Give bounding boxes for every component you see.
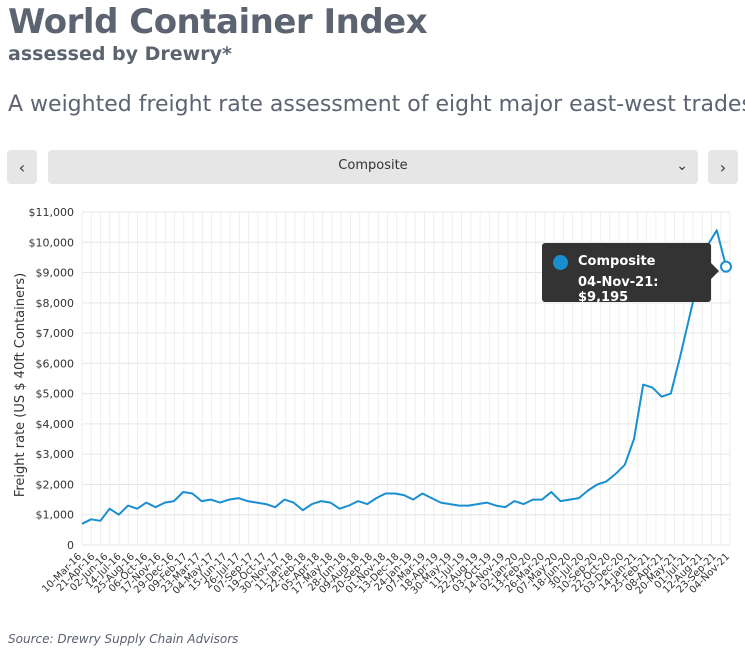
next-button[interactable]: › <box>708 150 738 184</box>
chevron-left-icon: ‹ <box>18 157 26 177</box>
index-selector-value: Composite <box>338 158 408 173</box>
y-tick-label: $5,000 <box>36 388 75 401</box>
y-tick-label: $9,000 <box>36 267 75 280</box>
y-axis-ticks: 0 $1,000 $2,000 $3,000 $4,000 $5,000 $6,000 $7,… <box>29 206 75 552</box>
y-tick-label: $3,000 <box>36 448 75 461</box>
tooltip-value: 04-Nov-21: $9,195 <box>578 275 659 305</box>
chevron-down-icon: ⌄ <box>676 158 688 174</box>
y-tick-label: $2,000 <box>36 478 75 491</box>
source-note: Source: Drewry Supply Chain Advisors <box>8 632 239 646</box>
line-chart: 0 $1,000 $2,000 $3,000 $4,000 $5,000 $6,000 $7,… <box>13 206 732 597</box>
y-tick-label: $7,000 <box>36 327 75 340</box>
highlight-point[interactable] <box>720 260 732 273</box>
y-tick-label: $1,000 <box>36 509 75 522</box>
tooltip-series-name: Composite <box>578 254 656 269</box>
y-tick-label: $11,000 <box>29 206 75 219</box>
previous-button[interactable]: ‹ <box>7 150 37 184</box>
y-tick-label: $4,000 <box>36 418 75 431</box>
chart-grid <box>81 211 731 546</box>
chart-description: A weighted freight rate assessment of ei… <box>8 92 745 117</box>
y-axis-label: Freight rate (US $ 40ft Containers) <box>13 273 28 497</box>
y-tick-label: 0 <box>67 539 74 552</box>
page-title: World Container Index <box>8 2 428 42</box>
index-selector[interactable]: Composite ⌄ <box>48 150 698 184</box>
y-tick-label: $10,000 <box>29 236 75 249</box>
chevron-right-icon: › <box>719 157 727 177</box>
series-dot-icon <box>553 255 568 270</box>
series-line-composite <box>81 229 727 525</box>
x-axis-ticks: 10-Mar-1621-Apr-1602-Jun-1614-Jul-1625-A… <box>40 551 732 596</box>
tooltip: Composite 04-Nov-21: $9,195 <box>542 243 719 305</box>
y-tick-label: $6,000 <box>36 357 75 370</box>
tooltip-arrow <box>711 263 719 279</box>
y-tick-label: $8,000 <box>36 297 75 310</box>
page-subtitle: assessed by Drewry* <box>8 43 232 65</box>
